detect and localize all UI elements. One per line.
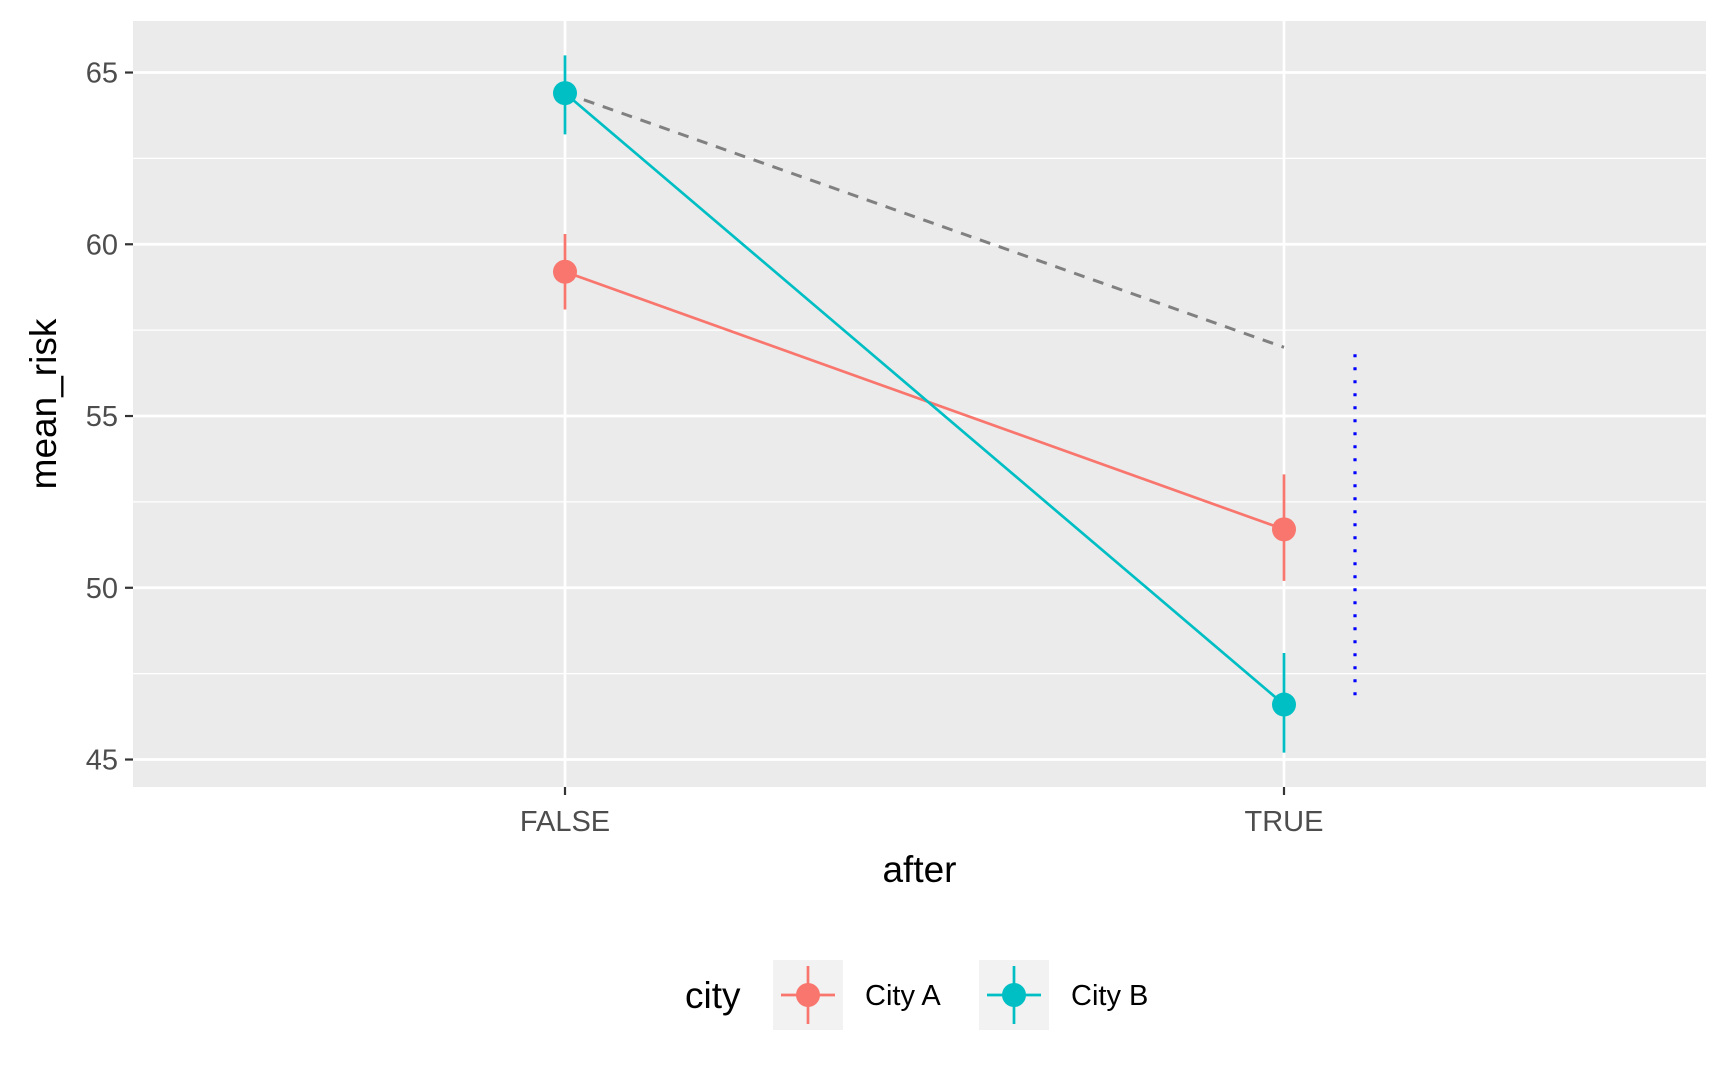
y-tick-label: 45 (86, 745, 118, 777)
series-line (564, 92, 1285, 706)
legend-label: City B (1071, 980, 1148, 1012)
y-tick-label: 55 (86, 401, 118, 433)
y-axis: 45 50 55 60 65 (86, 58, 133, 777)
x-axis: FALSE TRUE (520, 787, 1324, 838)
plot-panel (133, 21, 1706, 787)
data-point (1272, 692, 1296, 717)
data-point (553, 259, 577, 284)
legend-title: city (685, 975, 741, 1016)
x-tick-label: FALSE (520, 806, 610, 838)
x-axis-title: after (882, 849, 956, 890)
legend: city City A City B (685, 960, 1148, 1030)
data-point (1272, 517, 1296, 542)
x-tick-label: TRUE (1245, 806, 1324, 838)
legend-key-point (1002, 983, 1026, 1007)
legend-label: City A (865, 980, 941, 1012)
y-axis-title: mean_risk (23, 318, 64, 489)
counterfactual-line (564, 91, 1285, 349)
y-tick-label: 65 (86, 58, 118, 90)
y-tick-label: 60 (86, 229, 118, 261)
y-tick-label: 50 (86, 573, 118, 605)
data-point (553, 81, 577, 106)
gridlines (133, 21, 1706, 787)
legend-key-point (796, 983, 820, 1007)
data-marks (553, 55, 1357, 753)
